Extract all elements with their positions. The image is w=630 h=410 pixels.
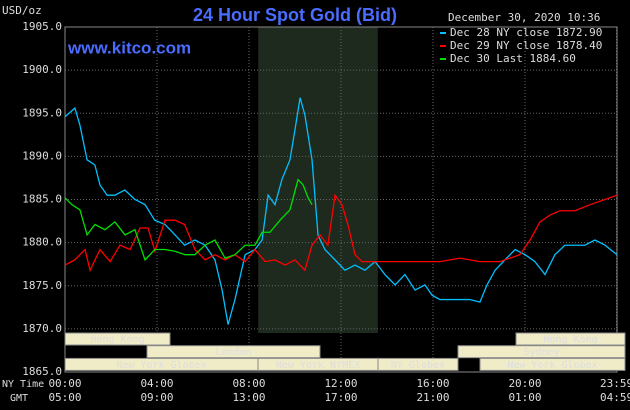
x-tick-label: 20:00: [508, 377, 541, 390]
session-bar: [146, 345, 321, 359]
watermark: www.kitco.com: [67, 38, 191, 57]
x-tick-label-gmt: 05:00: [48, 391, 81, 404]
chart-title: 24 Hour Spot Gold (Bid): [193, 5, 397, 25]
x-tick-label: 12:00: [324, 377, 357, 390]
timestamp: December 30, 2020 10:36: [448, 11, 600, 24]
x-row-label: NY Time: [2, 379, 44, 390]
x-tick-label-gmt: 17:00: [324, 391, 357, 404]
y-tick-label: 1895.0: [22, 106, 62, 119]
legend-entry: Dec 29 NY close 1878.40: [450, 39, 602, 52]
session-bar: [479, 357, 626, 371]
y-tick-label: 1880.0: [22, 236, 62, 249]
x-tick-label-gmt: 04:59: [600, 391, 630, 404]
y-tick-label: 1870.0: [22, 322, 62, 335]
x-tick-label-gmt: 09:00: [140, 391, 173, 404]
y-tick-label: 1890.0: [22, 149, 62, 162]
session-shade: [258, 27, 378, 333]
session-bar: [64, 332, 171, 346]
y-tick-label: 1875.0: [22, 279, 62, 292]
y-tick-label: 1865.0: [22, 365, 62, 378]
session-label: Sydney: [523, 347, 559, 358]
legend-entry: Dec 28 NY close 1872.90: [450, 26, 602, 39]
y-tick-label: 1905.0: [22, 20, 62, 33]
x-row-label: GMT: [10, 393, 28, 404]
price-line: [64, 193, 618, 273]
session-label: London: [215, 347, 251, 358]
x-tick-label-gmt: 13:00: [232, 391, 265, 404]
session-label: Hong Kong: [90, 335, 144, 346]
session-bar: [457, 345, 626, 359]
x-tick-label: 16:00: [416, 377, 449, 390]
x-tick-label: 04:00: [140, 377, 173, 390]
session-label: New York NYMEX: [276, 360, 360, 371]
y-axis-label: USD/oz: [2, 4, 42, 17]
session-label: NY Globex: [391, 360, 445, 371]
session-bar: [515, 332, 626, 346]
x-tick-label: 08:00: [232, 377, 265, 390]
session-label: New York Globex: [116, 360, 206, 371]
y-tick-label: 1900.0: [22, 63, 62, 76]
session-bar: [377, 357, 459, 371]
price-line: [64, 97, 618, 325]
x-tick-label-gmt: 01:00: [508, 391, 541, 404]
y-tick-label: 1885.0: [22, 193, 62, 206]
legend-entry: Dec 30 Last 1884.60: [450, 52, 576, 65]
session-label: New York Globex: [507, 360, 597, 371]
x-tick-label-gmt: 21:00: [416, 391, 449, 404]
price-line: [64, 178, 313, 262]
x-tick-label: 23:59: [600, 377, 630, 390]
x-tick-label: 00:00: [48, 377, 81, 390]
session-label: Hong Kong: [543, 335, 597, 346]
plot-frame: [64, 26, 618, 373]
